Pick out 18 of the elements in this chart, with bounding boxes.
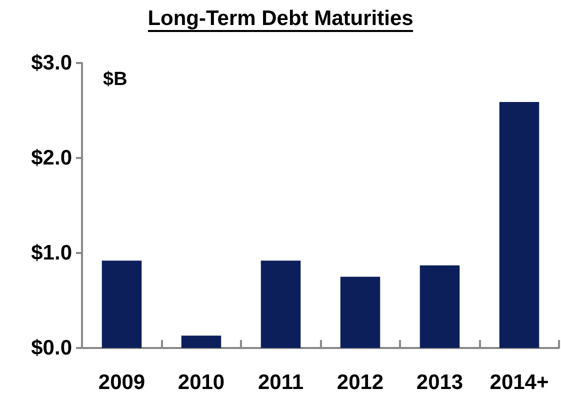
y-tick-label: $0.0 [31, 336, 72, 360]
chart-title: Long-Term Debt Maturities [148, 7, 414, 32]
y-tick-label: $1.0 [31, 242, 72, 264]
bar [102, 260, 142, 348]
bar [420, 265, 460, 348]
bar [340, 276, 380, 348]
y-tick-label: $3.0 [31, 52, 72, 74]
x-tick-label: 2014+ [490, 371, 549, 394]
x-tick-label: 2013 [416, 371, 464, 394]
y-tick-label: $2.0 [31, 146, 72, 170]
x-tick-label: 2010 [178, 371, 225, 394]
bar [181, 336, 222, 348]
annotation: $B [103, 69, 128, 90]
x-tick-label: 2009 [98, 371, 146, 394]
x-tick-label: 2011 [258, 371, 304, 394]
bar [499, 102, 540, 348]
bar [260, 260, 301, 348]
x-tick-label: 2012 [336, 371, 384, 394]
